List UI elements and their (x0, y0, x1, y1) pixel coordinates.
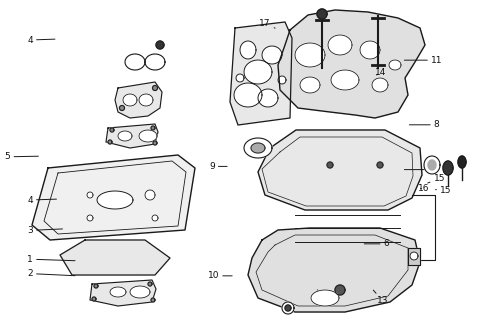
Polygon shape (92, 297, 96, 301)
Text: 3: 3 (27, 226, 62, 235)
Polygon shape (106, 124, 158, 148)
Polygon shape (330, 70, 358, 90)
Text: 13: 13 (373, 290, 387, 305)
Polygon shape (407, 248, 419, 265)
Text: 17: 17 (259, 19, 275, 28)
Polygon shape (285, 305, 291, 311)
Polygon shape (90, 280, 156, 306)
Polygon shape (139, 94, 153, 106)
Polygon shape (97, 191, 133, 209)
Polygon shape (243, 60, 272, 84)
Text: 12: 12 (317, 290, 334, 305)
Polygon shape (239, 41, 256, 59)
Polygon shape (282, 302, 294, 314)
Polygon shape (32, 155, 194, 240)
Polygon shape (427, 160, 435, 170)
Polygon shape (130, 286, 150, 298)
Polygon shape (423, 156, 439, 174)
Polygon shape (139, 130, 157, 142)
Polygon shape (115, 82, 162, 118)
Polygon shape (327, 35, 351, 55)
Text: 4: 4 (27, 196, 56, 204)
Polygon shape (60, 240, 170, 275)
Polygon shape (247, 228, 419, 312)
Polygon shape (118, 131, 132, 141)
Polygon shape (295, 43, 324, 67)
Text: 8: 8 (409, 120, 439, 129)
Text: 7: 7 (404, 165, 439, 174)
Text: 5: 5 (5, 152, 38, 161)
Polygon shape (153, 141, 157, 145)
Polygon shape (388, 60, 400, 70)
Text: 10: 10 (207, 271, 231, 280)
Polygon shape (376, 162, 382, 168)
Polygon shape (145, 190, 155, 200)
Polygon shape (300, 77, 319, 93)
Polygon shape (235, 74, 243, 82)
Polygon shape (442, 161, 452, 175)
Polygon shape (250, 143, 265, 153)
Polygon shape (334, 285, 344, 295)
Polygon shape (278, 76, 286, 84)
Text: 1: 1 (27, 255, 75, 264)
Polygon shape (371, 78, 387, 92)
Text: 2: 2 (27, 269, 75, 278)
Text: 15: 15 (427, 174, 444, 183)
Text: 11: 11 (404, 56, 441, 65)
Polygon shape (152, 215, 158, 221)
Polygon shape (258, 130, 421, 210)
Polygon shape (87, 192, 93, 198)
Polygon shape (326, 162, 332, 168)
Polygon shape (119, 106, 124, 110)
Text: 6: 6 (364, 239, 389, 248)
Polygon shape (148, 282, 152, 286)
Text: 14: 14 (374, 68, 385, 77)
Polygon shape (87, 215, 93, 221)
Polygon shape (262, 46, 282, 64)
Text: 15: 15 (435, 186, 450, 195)
Polygon shape (457, 156, 465, 168)
Polygon shape (123, 94, 137, 106)
Polygon shape (110, 128, 114, 132)
Text: 9: 9 (208, 162, 226, 171)
Polygon shape (278, 10, 424, 118)
Polygon shape (152, 85, 157, 91)
Polygon shape (151, 298, 155, 302)
Polygon shape (233, 83, 262, 107)
Polygon shape (125, 54, 145, 70)
Polygon shape (311, 290, 338, 306)
Polygon shape (108, 140, 112, 144)
Polygon shape (94, 284, 98, 288)
Text: 16: 16 (418, 184, 429, 193)
Polygon shape (229, 22, 292, 125)
Text: 4: 4 (27, 36, 55, 44)
Polygon shape (156, 41, 164, 49)
Polygon shape (145, 54, 165, 70)
Polygon shape (258, 89, 278, 107)
Polygon shape (243, 138, 272, 158)
Polygon shape (409, 252, 417, 260)
Polygon shape (316, 9, 326, 19)
Polygon shape (359, 41, 379, 59)
Polygon shape (151, 126, 155, 130)
Polygon shape (110, 287, 126, 297)
